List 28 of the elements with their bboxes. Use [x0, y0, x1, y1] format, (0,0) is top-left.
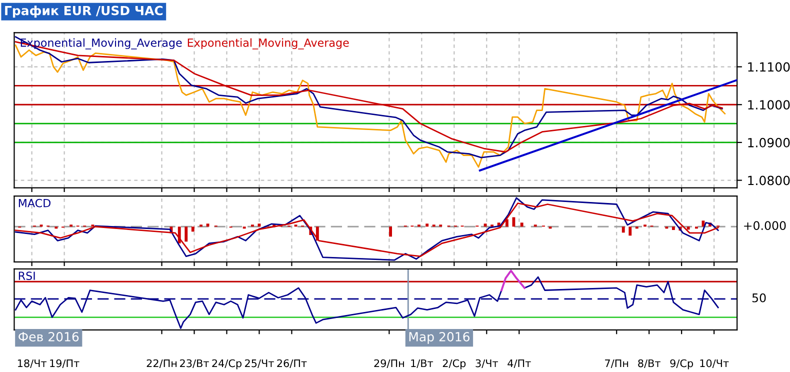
x-tick-label: 3/Чт	[476, 359, 498, 368]
x-tick-label: 24/Ср	[212, 359, 242, 370]
x-tick-label: 26/Пт	[277, 359, 307, 368]
x-tick-label: 9/Ср	[670, 359, 694, 370]
x-tick-label: 10/Чт	[700, 359, 729, 368]
x-tick-label: 1/Вт	[411, 359, 434, 368]
x-tick-label: 23/Вт	[180, 359, 209, 368]
text: Фев 2016	[18, 332, 79, 342]
x-tick-label: 8/Вт	[638, 359, 660, 368]
x-tick-label: 7/Пн	[605, 359, 628, 368]
ref-line-label: Мар 2016	[409, 332, 470, 344]
text: 50	[752, 293, 766, 302]
chart-title: MACD	[18, 198, 50, 208]
chart-title: RSI	[18, 272, 35, 280]
y-tick-label: 1.1100	[748, 62, 790, 72]
y-tick-label: 1.1000	[748, 100, 790, 110]
y-tick-label: 1.0800	[748, 176, 790, 186]
ref-line-label: +0.000	[744, 221, 786, 230]
chart-title: График EUR /USD ЧАС	[5, 6, 163, 18]
x-tick-label: 22/Пн	[146, 359, 177, 368]
x-tick-label: 19/Пт	[50, 359, 80, 368]
x-tick-label: 29/Пн	[374, 359, 404, 368]
x-tick-label: 4/Пт	[508, 359, 531, 368]
x-tick-label: 18/Чт	[18, 359, 46, 368]
series-label: Exponential_Moving_Average	[188, 38, 349, 50]
x-tick-label: 25/Чт	[245, 359, 274, 368]
x-tick-label: 2/Ср	[442, 359, 466, 370]
y-tick-label: 1.0900	[748, 138, 790, 148]
